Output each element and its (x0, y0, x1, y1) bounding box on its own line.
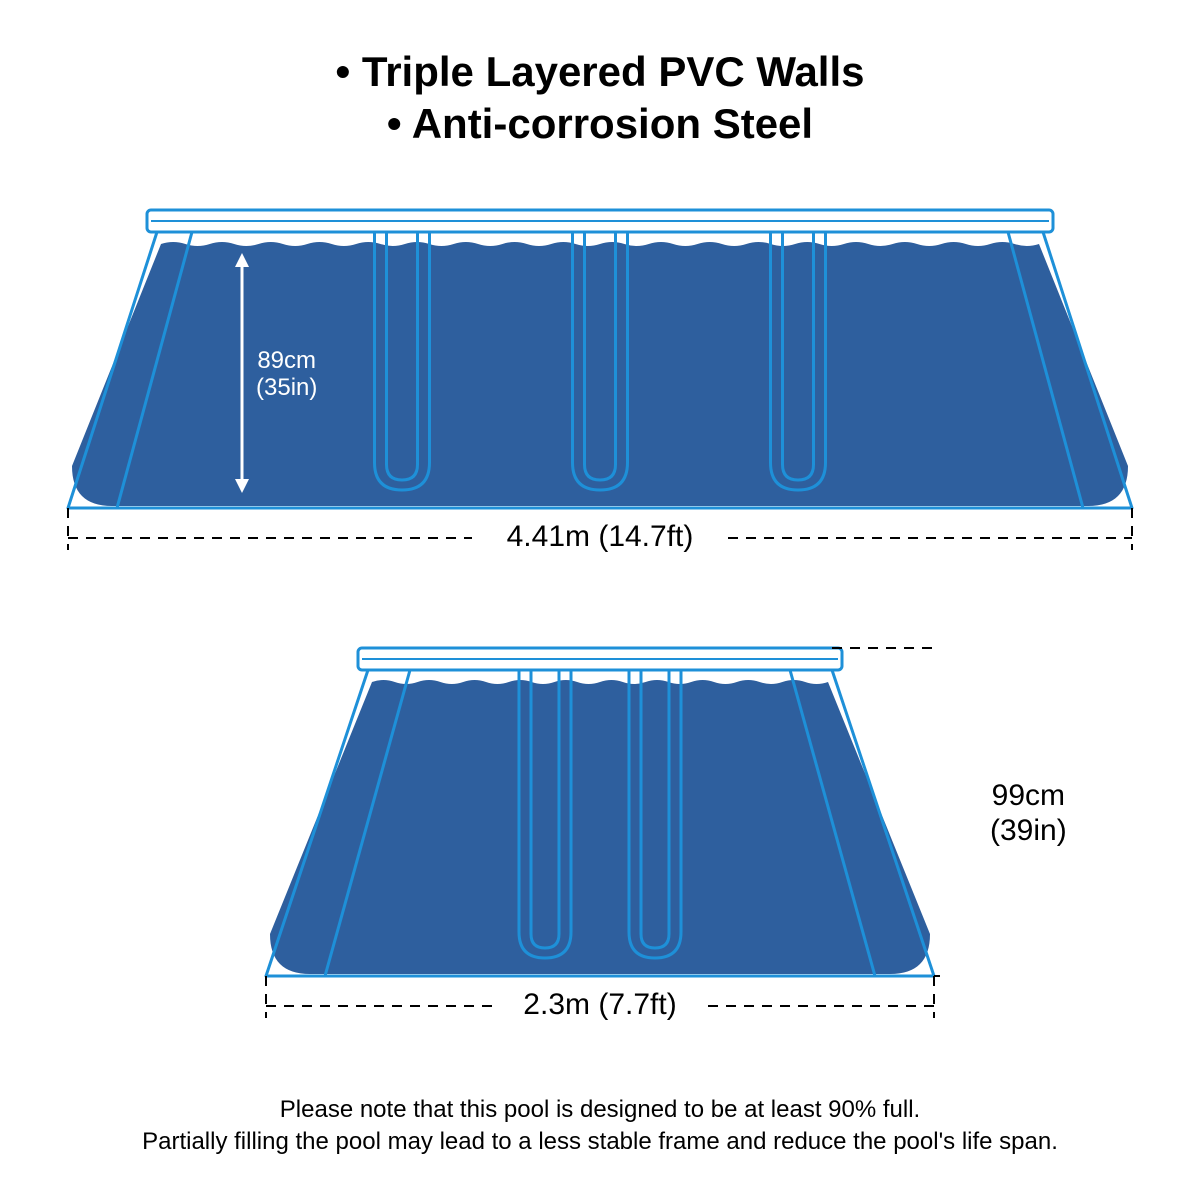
footnote-line-1: Please note that this pool is designed t… (0, 1096, 1200, 1124)
depth-line2: (35in) (256, 374, 317, 402)
depth-line1: 89cm (256, 347, 317, 375)
height-line2: (39in) (990, 814, 1067, 849)
heading-line-1: • Triple Layered PVC Walls (0, 48, 1200, 96)
height-label: 99cm (39in) (990, 779, 1067, 848)
depth-label: 89cm (35in) (256, 347, 317, 402)
pool-long-diagram (62, 198, 1138, 568)
long-width-label: 4.41m (14.7ft) (480, 520, 720, 554)
footnote-line-2: Partially filling the pool may lead to a… (0, 1128, 1200, 1156)
short-width-label: 2.3m (7.7ft) (490, 988, 710, 1022)
heading-line-2: • Anti-corrosion Steel (0, 100, 1200, 148)
height-line1: 99cm (990, 779, 1067, 814)
pool-short-diagram (260, 636, 940, 1036)
